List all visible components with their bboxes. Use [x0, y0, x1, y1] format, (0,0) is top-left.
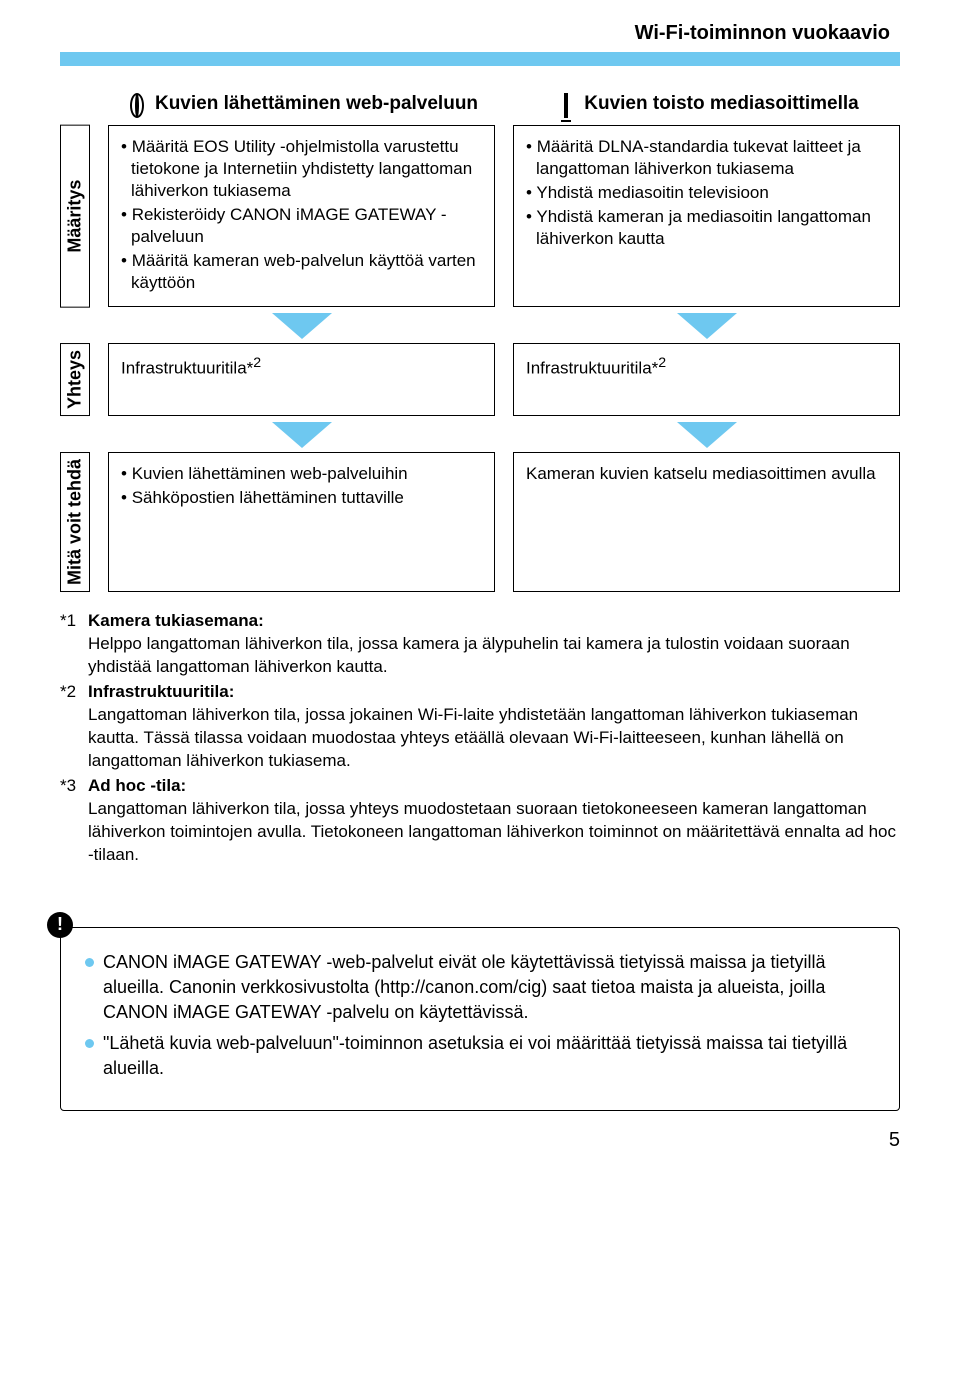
fn-num: *3 [60, 775, 88, 867]
fn-num: *1 [60, 610, 88, 679]
info-box: ! CANON iMAGE GATEWAY -web-palvelut eivä… [60, 927, 900, 1111]
yhteys-right-sup: 2 [658, 355, 666, 371]
arrow-down-icon [677, 313, 737, 339]
box-mita-right: Kameran kuvien katselu mediasoittimen av… [513, 452, 900, 592]
col-head-right-title: Kuvien toisto mediasoittimella [584, 92, 859, 117]
row-maaritys: Määritys Määritä EOS Utility -ohjelmisto… [60, 125, 900, 308]
list-item: Yhdistä kameran ja mediasoitin langattom… [526, 206, 887, 250]
list-item: Määritä DLNA-standardia tukevat laitteet… [526, 136, 887, 180]
box-maaritys-left: Määritä EOS Utility -ohjelmistolla varus… [108, 125, 495, 308]
column-heads: Kuvien lähettäminen web-palveluun Kuvien… [60, 92, 900, 117]
yhteys-left-sup: 2 [253, 355, 261, 371]
box-mita-left: Kuvien lähettäminen web-palveluihin Sähk… [108, 452, 495, 592]
col-head-right: Kuvien toisto mediasoittimella [513, 92, 900, 117]
yhteys-left-text: Infrastruktuuritila* [121, 359, 253, 378]
list-item: Määritä EOS Utility -ohjelmistolla varus… [121, 136, 482, 202]
header-bar [60, 52, 900, 66]
mita-right-text: Kameran kuvien katselu mediasoittimen av… [526, 464, 876, 483]
col-head-left: Kuvien lähettäminen web-palveluun [108, 92, 495, 117]
info-item: CANON iMAGE GATEWAY -web-palvelut eivät … [85, 950, 875, 1026]
box-yhteys-left: Infrastruktuuritila*2 [108, 343, 495, 416]
box-maaritys-right: Määritä DLNA-standardia tukevat laitteet… [513, 125, 900, 308]
col-head-left-title: Kuvien lähettäminen web-palveluun [155, 92, 478, 117]
fn-num: *2 [60, 681, 88, 773]
info-item: "Lähetä kuvia web-palveluun"-toiminnon a… [85, 1031, 875, 1081]
arrow-down-icon [677, 422, 737, 448]
list-item: Rekisteröidy CANON iMAGE GATEWAY -palvel… [121, 204, 482, 248]
caution-icon: ! [47, 912, 73, 938]
arrow-down-icon [272, 313, 332, 339]
list-item: Yhdistä mediasoitin televisioon [526, 182, 887, 204]
row-mita: Mitä voit tehdä Kuvien lähettäminen web-… [60, 452, 900, 592]
box-yhteys-right: Infrastruktuuritila*2 [513, 343, 900, 416]
row-yhteys: Yhteys Infrastruktuuritila*2 Infrastrukt… [60, 343, 900, 416]
globe-icon [125, 94, 149, 114]
fn-title: Infrastruktuuritila: [88, 682, 234, 701]
fn-title: Kamera tukiasemana: [88, 611, 264, 630]
arrow-down-icon [272, 422, 332, 448]
arrows-2 [60, 422, 900, 448]
fn-body: Langattoman lähiverkon tila, jossa yhtey… [88, 799, 896, 864]
monitor-icon [554, 94, 578, 114]
row-label-yhteys: Yhteys [60, 343, 90, 416]
page-title: Wi-Fi-toiminnon vuokaavio [60, 20, 900, 46]
page-number: 5 [60, 1127, 900, 1153]
row-label-mita: Mitä voit tehdä [60, 452, 90, 592]
fn-title: Ad hoc -tila: [88, 776, 186, 795]
row-label-maaritys: Määritys [60, 125, 90, 308]
list-item: Määritä kameran web-palvelun käyttöä var… [121, 250, 482, 294]
fn-body: Langattoman lähiverkon tila, jossa jokai… [88, 705, 858, 770]
yhteys-right-text: Infrastruktuuritila* [526, 359, 658, 378]
arrows-1 [60, 313, 900, 339]
list-item: Sähköpostien lähettäminen tuttaville [121, 487, 482, 509]
list-item: Kuvien lähettäminen web-palveluihin [121, 463, 482, 485]
footnotes: *1 Kamera tukiasemana: Helppo langattoma… [60, 610, 900, 866]
fn-body: Helppo langattoman lähiverkon tila, joss… [88, 634, 850, 676]
